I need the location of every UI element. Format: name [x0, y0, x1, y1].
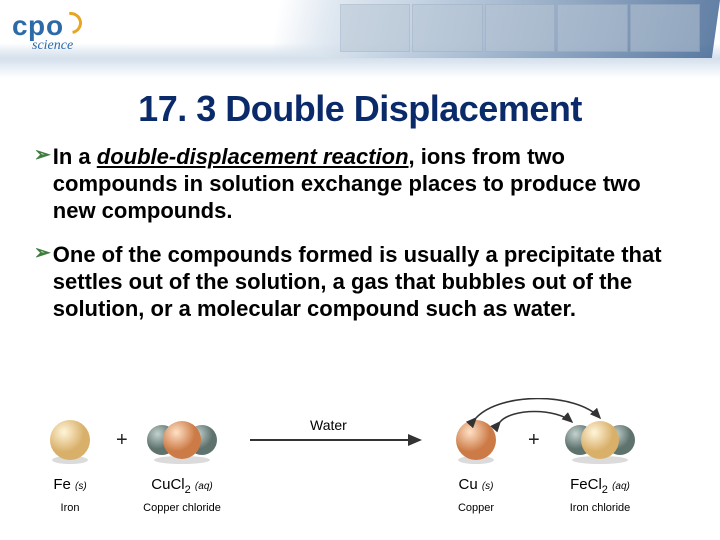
bullet-list: ➢In a double-displacement reaction, ions… — [0, 144, 720, 323]
bullet-text: One of the compounds formed is usually a… — [53, 242, 686, 322]
bullet-marker-icon: ➢ — [34, 242, 53, 322]
species-name: Iron chloride — [550, 502, 650, 514]
bullet-text: In a double-displacement reaction, ions … — [53, 144, 686, 224]
species-formula: Fe (s) — [30, 476, 110, 493]
svg-text:+: + — [116, 429, 128, 451]
water-label: Water — [310, 417, 347, 433]
species-name: Copper chloride — [132, 502, 232, 514]
reaction-diagram: + + Water Fe (s) Iron CuCl2 (aq) Copper chl… — [0, 398, 720, 528]
species-formula: Cu (s) — [436, 476, 516, 493]
svg-text:+: + — [528, 429, 540, 451]
species-name: Copper — [426, 502, 526, 514]
slide-title: 17. 3 Double Displacement — [0, 78, 720, 144]
bullet-item: ➢One of the compounds formed is usually … — [34, 242, 686, 322]
species-name: Iron — [20, 502, 120, 514]
bullet-item: ➢In a double-displacement reaction, ions… — [34, 144, 686, 224]
bullet-marker-icon: ➢ — [34, 144, 53, 224]
banner-photo-strip — [340, 4, 700, 52]
header-banner: cpo science — [0, 0, 720, 78]
species-formula: FeCl2 (aq) — [560, 476, 640, 496]
cpo-logo: cpo science — [12, 8, 74, 56]
species-formula: CuCl2 (aq) — [142, 476, 222, 496]
logo-subtext: science — [32, 38, 73, 54]
